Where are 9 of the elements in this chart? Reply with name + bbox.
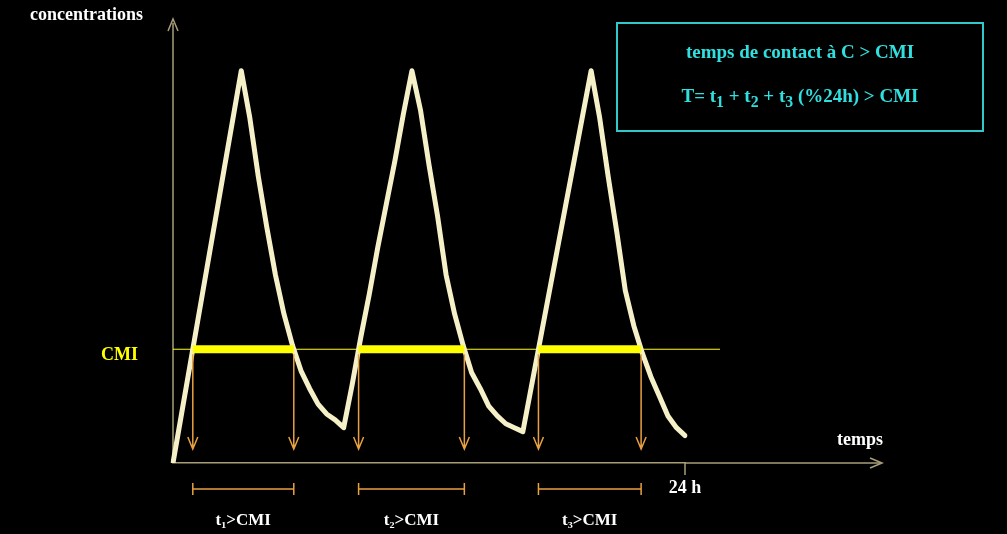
- text: t₁>CMI: [215, 510, 272, 530]
- y-axis-title: concentrations: [30, 3, 143, 24]
- text: t₃>CMI: [562, 510, 618, 530]
- text: t₂>CMI: [383, 510, 440, 530]
- text: temps de contact à C > CMI: [684, 40, 916, 64]
- ref-line-label: CMI: [101, 343, 138, 364]
- text: 24 h: [668, 476, 702, 497]
- text: temps: [837, 428, 883, 449]
- annotation: T= t$_{1}$ + t$_{2}$ + t$_{3}$ (%24h) > CMI: [680, 84, 920, 112]
